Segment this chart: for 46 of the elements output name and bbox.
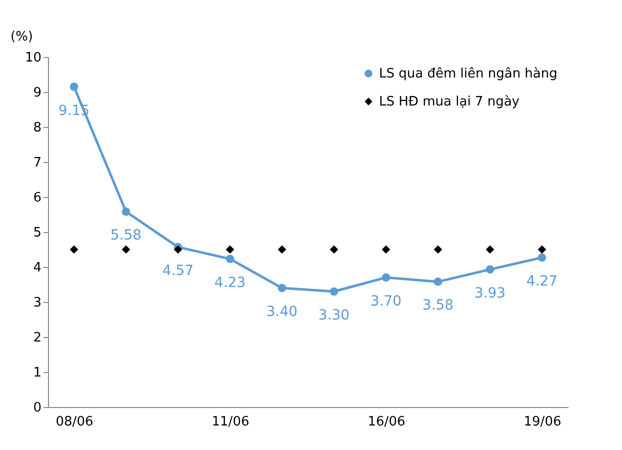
x-tick-label: 08/06 [56, 414, 94, 430]
point [122, 245, 130, 254]
y-tick-label: 2 [33, 330, 42, 346]
data-label: 3.58 [422, 298, 454, 314]
y-tick-label: 3 [33, 296, 42, 310]
point [538, 245, 546, 254]
y-tick-label: 10 [24, 50, 42, 66]
point [226, 254, 234, 264]
point [70, 245, 78, 254]
point [434, 278, 442, 286]
x-tick-label: 19/06 [524, 414, 562, 430]
data-label: 4.23 [214, 274, 246, 291]
y-tick-label: 4 [33, 260, 42, 276]
y-tick-label: 1 [33, 366, 42, 380]
y-tick-label: 7 [33, 156, 42, 170]
point [382, 273, 390, 282]
data-label: 3.70 [370, 294, 402, 310]
data-label: 4.27 [526, 274, 558, 290]
point [382, 245, 390, 254]
legend-label: LS HĐ mua lại 7 ngày [379, 94, 520, 110]
data-label: 3.93 [474, 285, 506, 302]
data-label: 3.30 [318, 308, 350, 324]
x-tick-label: 11/06 [212, 414, 250, 430]
point [538, 253, 546, 262]
y-tick-label: 6 [33, 190, 42, 206]
point [70, 82, 78, 91]
point [486, 265, 494, 274]
y-tick-label: 5 [33, 226, 42, 240]
data-label: 5.58 [110, 228, 142, 244]
point [330, 245, 338, 254]
point [122, 208, 130, 216]
y-tick-label: 0 [33, 400, 42, 416]
x-tick-label: 16/06 [368, 414, 406, 430]
point [486, 245, 494, 254]
y-tick-label: 9 [33, 86, 42, 100]
point [330, 287, 338, 296]
data-label: 4.57 [162, 263, 194, 280]
y-tick-label: 8 [33, 120, 42, 136]
point [278, 284, 286, 292]
point [434, 245, 442, 254]
point [174, 245, 182, 254]
y-axis-title: (%) [10, 30, 33, 44]
legend-label: LS qua đêm liên ngân hàng [379, 66, 558, 82]
point [278, 245, 286, 254]
data-label: 3.40 [266, 304, 298, 320]
point [226, 245, 234, 254]
